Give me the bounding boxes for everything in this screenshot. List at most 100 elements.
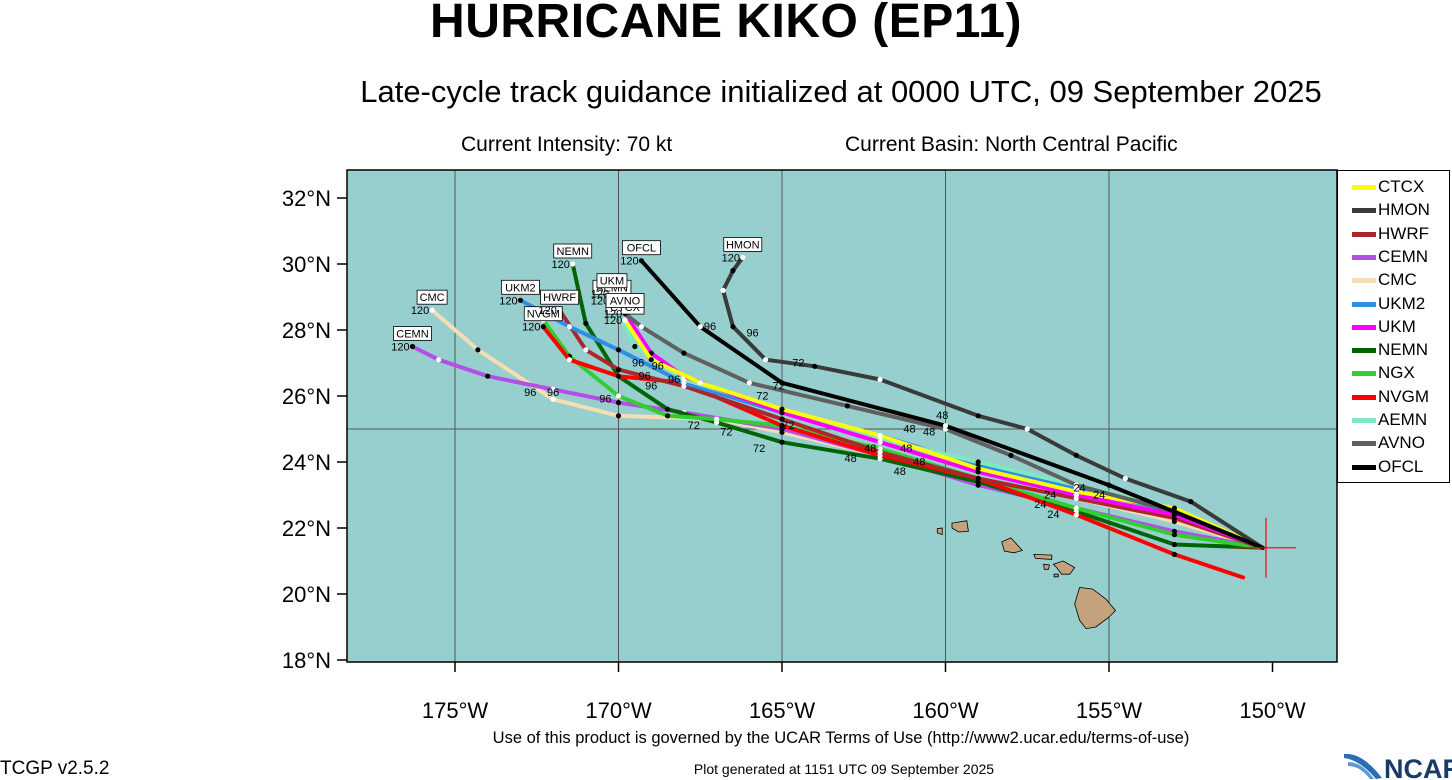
track-point	[1073, 482, 1079, 488]
current-basin: Current Basin: North Central Pacific	[845, 133, 1178, 156]
track-point	[877, 439, 883, 445]
track-label-box	[605, 293, 645, 308]
legend-label: CEMN	[1378, 246, 1429, 266]
track-ukm	[610, 291, 1265, 550]
track-point	[409, 343, 416, 350]
forecast-hour-label: 48	[900, 443, 912, 455]
track-point	[1122, 475, 1128, 482]
track-point	[975, 413, 981, 419]
model-legend: CTCX HMON HWRF CEMN CMC UKM2 UKM NEMN NGX NVGM AEM…	[1337, 170, 1450, 483]
lon-tick-label: 155°W	[1076, 698, 1143, 723]
track-point	[632, 343, 638, 350]
track-label-box	[553, 243, 593, 259]
track-point	[517, 297, 524, 303]
legend-swatch	[1352, 254, 1376, 260]
lon-tick-label: 170°W	[585, 698, 652, 723]
track-point	[877, 376, 883, 383]
lon-tick-label: 150°W	[1239, 698, 1306, 723]
legend-swatch	[1352, 464, 1376, 470]
track-point	[615, 393, 622, 399]
track-label-box	[500, 279, 540, 295]
track-label-cmc: CMC	[420, 292, 445, 304]
track-label-hour: 120	[604, 315, 622, 327]
forecast-hour-label: 72	[753, 443, 765, 455]
track-label-hour: 120	[522, 322, 540, 334]
track-point	[844, 403, 851, 409]
track-point	[475, 347, 481, 353]
lat-tick-label: 32°N	[282, 186, 331, 211]
track-point	[779, 439, 785, 445]
legend-swatch	[1352, 231, 1376, 237]
legend-label: HWRF	[1378, 223, 1429, 243]
track-label-avno: AVNO	[610, 296, 641, 308]
track-point	[1008, 452, 1014, 458]
track-label-hour: 120	[499, 295, 517, 307]
island-niihau	[936, 527, 943, 536]
track-point	[697, 380, 703, 386]
legend-label: UKM	[1378, 316, 1416, 336]
legend-label: NEMN	[1378, 340, 1429, 360]
track-point	[975, 459, 981, 465]
track-point	[877, 433, 883, 439]
track-point	[566, 357, 573, 363]
track-point	[550, 386, 556, 392]
track-point	[1073, 505, 1079, 511]
forecast-hour-label: 72	[688, 420, 700, 432]
track-label-hmon: HMON	[726, 239, 760, 251]
island-oahu	[1001, 537, 1024, 554]
track-point	[812, 363, 818, 369]
track-point	[1073, 512, 1079, 518]
track-point	[779, 380, 785, 386]
track-point	[877, 449, 883, 455]
track-hwrf	[557, 308, 1265, 550]
forecast-hour-label: 96	[668, 374, 680, 386]
track-label-hour: 120	[411, 305, 429, 317]
forecast-hour-label: 24	[1073, 483, 1085, 495]
track-label-box	[723, 236, 763, 252]
track-point	[1073, 489, 1079, 495]
track-ofcl	[639, 258, 1265, 550]
track-label-ukm2: UKM2	[505, 282, 536, 294]
version-label: TCGP v2.5.2	[0, 758, 110, 779]
track-label-hour: 120	[620, 256, 638, 268]
track-label-hour: 120	[538, 305, 556, 317]
legend-swatch	[1352, 324, 1376, 330]
lat-tick-label: 20°N	[282, 582, 331, 607]
forecast-hour-label: 48	[894, 466, 906, 478]
track-point	[714, 416, 720, 422]
track-label-hwrf: HWRF	[543, 292, 576, 304]
terms-of-use: Use of this product is governed by the U…	[492, 729, 1190, 747]
track-label-nvgm: NVGM	[527, 309, 560, 321]
legend-label: AEMN	[1378, 410, 1428, 429]
lat-tick-label: 26°N	[282, 384, 331, 409]
forecast-hour-label: 24	[1047, 509, 1059, 521]
lat-tick-label: 18°N	[282, 648, 331, 673]
legend-label: NGX	[1378, 363, 1415, 383]
forecast-hour-label: 72	[773, 380, 785, 392]
legend-label: AVNO	[1378, 433, 1425, 453]
current-intensity: Current Intensity: 70 kt	[461, 133, 673, 156]
track-point	[638, 258, 644, 264]
island-molokai	[1033, 553, 1053, 560]
track-point	[566, 324, 573, 330]
legend-label: NVGM	[1378, 386, 1429, 406]
forecast-hour-label: 72	[792, 357, 804, 369]
island-kahoolawe	[1053, 573, 1059, 578]
track-point	[1188, 499, 1194, 505]
map-layers: CMC120CEMN120NEMN120NVGM120HWRF120UKM212…	[282, 169, 1338, 723]
legend-label: OFCL	[1378, 456, 1424, 476]
track-label-hour: 120	[591, 295, 609, 307]
legend-swatch	[1352, 394, 1376, 400]
track-point	[1171, 551, 1177, 558]
forecast-hour-label: 96	[652, 361, 664, 373]
track-point	[975, 475, 981, 482]
track-point	[638, 324, 644, 330]
track-point	[697, 324, 703, 330]
track-label-box	[540, 289, 580, 305]
track-point	[975, 466, 981, 472]
track-label-hour: 120	[391, 342, 409, 354]
forecast-hour-label: 96	[524, 387, 536, 399]
legend-swatch	[1352, 185, 1376, 190]
track-point	[1073, 452, 1079, 458]
track-label-hour: 120	[591, 289, 609, 301]
